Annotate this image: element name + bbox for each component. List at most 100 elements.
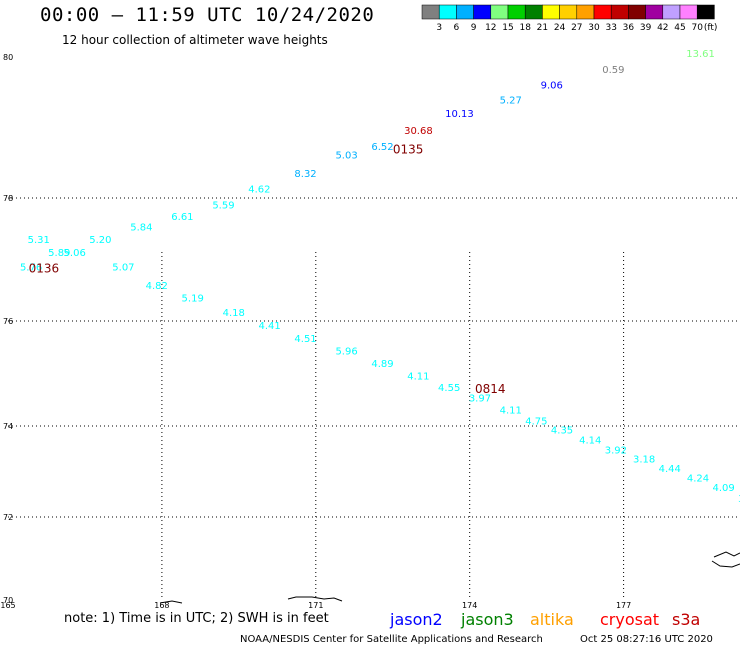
wave-height-value: 3.92 bbox=[605, 445, 627, 456]
color-legend: 3 6 9 12 15 18 21 24 27 30 33 36 39 42 45 70 (ft) bbox=[421, 4, 718, 33]
pass-times-layer: 0136 0135 0814 bbox=[29, 143, 506, 396]
wave-height-value: 9.06 bbox=[541, 81, 563, 92]
longitude-label: 168 bbox=[154, 601, 169, 610]
wave-height-value: 4.89 bbox=[371, 359, 393, 370]
wave-height-value: 5.06 bbox=[64, 248, 86, 259]
wave-height-value: 4.11 bbox=[407, 371, 429, 382]
wave-height-value: 30.68 bbox=[404, 126, 433, 137]
wave-height-value: 4.35 bbox=[551, 425, 573, 436]
wave-height-value: 5.20 bbox=[89, 235, 111, 246]
coastline-segment bbox=[287, 596, 343, 602]
longitude-label: 177 bbox=[616, 601, 631, 610]
legend-swatch bbox=[524, 4, 543, 20]
wave-height-value: 5.76 bbox=[20, 263, 42, 274]
coastline-segment bbox=[713, 551, 740, 558]
wave-height-value: 5.07 bbox=[112, 263, 134, 274]
wave-height-value: 5.31 bbox=[28, 235, 50, 246]
wave-height-value: 5.59 bbox=[212, 200, 234, 211]
wave-height-value: 4.41 bbox=[258, 321, 280, 332]
wave-height-value: 5.03 bbox=[335, 151, 357, 162]
legend-label: 21 bbox=[537, 23, 548, 33]
credit-line: NOAA/NESDIS Center for Satellite Applica… bbox=[240, 634, 543, 645]
latitude-label: 76 bbox=[3, 317, 13, 326]
wave-height-value: 4.24 bbox=[687, 474, 709, 485]
wave-height-value: 3.97 bbox=[469, 393, 491, 404]
wave-height-value: 4.14 bbox=[579, 435, 601, 446]
wave-height-value: 5.19 bbox=[182, 293, 204, 304]
legend-label: 3 bbox=[436, 23, 442, 33]
legend-label: 27 bbox=[571, 23, 582, 33]
longitude-label: 171 bbox=[308, 601, 323, 610]
legend-label: 36 bbox=[623, 23, 635, 33]
legend-swatch bbox=[593, 4, 612, 20]
wave-height-value: 0.59 bbox=[602, 65, 624, 76]
legend-swatch bbox=[576, 4, 595, 20]
legend-swatch bbox=[438, 4, 457, 20]
legend-swatch bbox=[473, 4, 492, 20]
legend-label: 70 bbox=[691, 23, 703, 33]
satellite-altika: altika bbox=[530, 610, 574, 629]
longitude-label: 174 bbox=[462, 601, 477, 610]
wave-height-value: 8.32 bbox=[294, 169, 316, 180]
legend-swatch bbox=[490, 4, 509, 20]
legend-label: 30 bbox=[588, 23, 600, 33]
latitude-label: 74 bbox=[3, 422, 13, 431]
legend-swatch bbox=[662, 4, 681, 20]
pass-time-label: 0135 bbox=[393, 143, 424, 157]
wave-height-value: 4.09 bbox=[713, 483, 735, 494]
wave-height-value: 6.52 bbox=[371, 142, 393, 153]
coastline-segment bbox=[711, 560, 740, 568]
legend-swatch bbox=[559, 4, 578, 20]
generated-timestamp: Oct 25 08:27:16 UTC 2020 bbox=[580, 634, 713, 645]
legend-swatch bbox=[507, 4, 526, 20]
latitude-label: 70 bbox=[3, 596, 13, 605]
latitude-label: 72 bbox=[3, 513, 13, 522]
map-title: 00:00 – 11:59 UTC 10/24/2020 bbox=[40, 4, 375, 26]
satellite-s3a: s3a bbox=[672, 610, 701, 629]
legend-label: 45 bbox=[674, 23, 685, 33]
coastline-segment bbox=[159, 600, 183, 604]
wave-height-value: 5.89 bbox=[48, 248, 70, 259]
wave-height-value: 4.44 bbox=[659, 464, 681, 475]
satellite-jason2: jason2 bbox=[390, 610, 443, 629]
legend-label: 33 bbox=[605, 23, 616, 33]
wave-height-value: 4.62 bbox=[248, 184, 270, 195]
wave-height-value: 4.82 bbox=[146, 281, 168, 292]
observations-layer: 5.31 5.20 5.84 5.895.06 5.76 5.07 6.61 5.59 4.62… bbox=[20, 49, 740, 505]
footer-note: note: 1) Time is in UTC; 2) SWH is in fe… bbox=[64, 611, 329, 626]
legend-label: 6 bbox=[454, 23, 460, 33]
wave-height-value: 6.61 bbox=[171, 212, 193, 223]
legend-unit: (ft) bbox=[704, 23, 718, 33]
wave-height-value: 4.11 bbox=[500, 405, 522, 416]
wave-height-value: 4.51 bbox=[294, 334, 316, 345]
wave-height-value: 5.84 bbox=[130, 223, 152, 234]
satellite-cryosat: cryosat bbox=[600, 610, 660, 629]
latitude-label: 80 bbox=[3, 53, 13, 62]
legend-swatch bbox=[542, 4, 560, 20]
map-subtitle: 12 hour collection of altimeter wave hei… bbox=[62, 33, 328, 47]
satellite-jason3: jason3 bbox=[461, 610, 514, 629]
legend-swatch bbox=[421, 4, 440, 20]
longitude-label: 165 bbox=[0, 601, 15, 610]
wave-height-value: 4.55 bbox=[438, 383, 460, 394]
legend-swatch bbox=[645, 4, 664, 20]
legend-label: 39 bbox=[640, 23, 652, 33]
legend-label: 24 bbox=[554, 23, 566, 33]
legend-swatch bbox=[679, 4, 698, 20]
wave-height-value: 4.18 bbox=[223, 308, 245, 319]
legend-label: 9 bbox=[471, 23, 477, 33]
wave-height-value: 13.61 bbox=[686, 49, 715, 60]
wave-height-value: 10.13 bbox=[445, 109, 474, 120]
legend-label: 18 bbox=[519, 23, 531, 33]
wave-height-value: 4.75 bbox=[525, 416, 547, 427]
legend-swatch bbox=[610, 4, 629, 20]
pass-time-label: 0136 bbox=[29, 261, 60, 275]
wave-height-value: 3.18 bbox=[633, 454, 655, 465]
wave-height-value: 5.96 bbox=[335, 347, 357, 358]
pass-time-label: 0814 bbox=[475, 382, 506, 396]
legend-swatch bbox=[628, 4, 646, 20]
wave-height-value: 5.27 bbox=[500, 96, 522, 107]
